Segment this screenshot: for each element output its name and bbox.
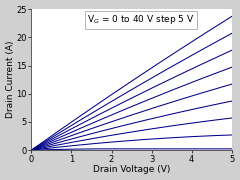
Y-axis label: Drain Current (A): Drain Current (A)	[6, 41, 15, 118]
X-axis label: Drain Voltage (V): Drain Voltage (V)	[93, 165, 170, 174]
Text: V$_G$ = 0 to 40 V step 5 V: V$_G$ = 0 to 40 V step 5 V	[87, 13, 195, 26]
